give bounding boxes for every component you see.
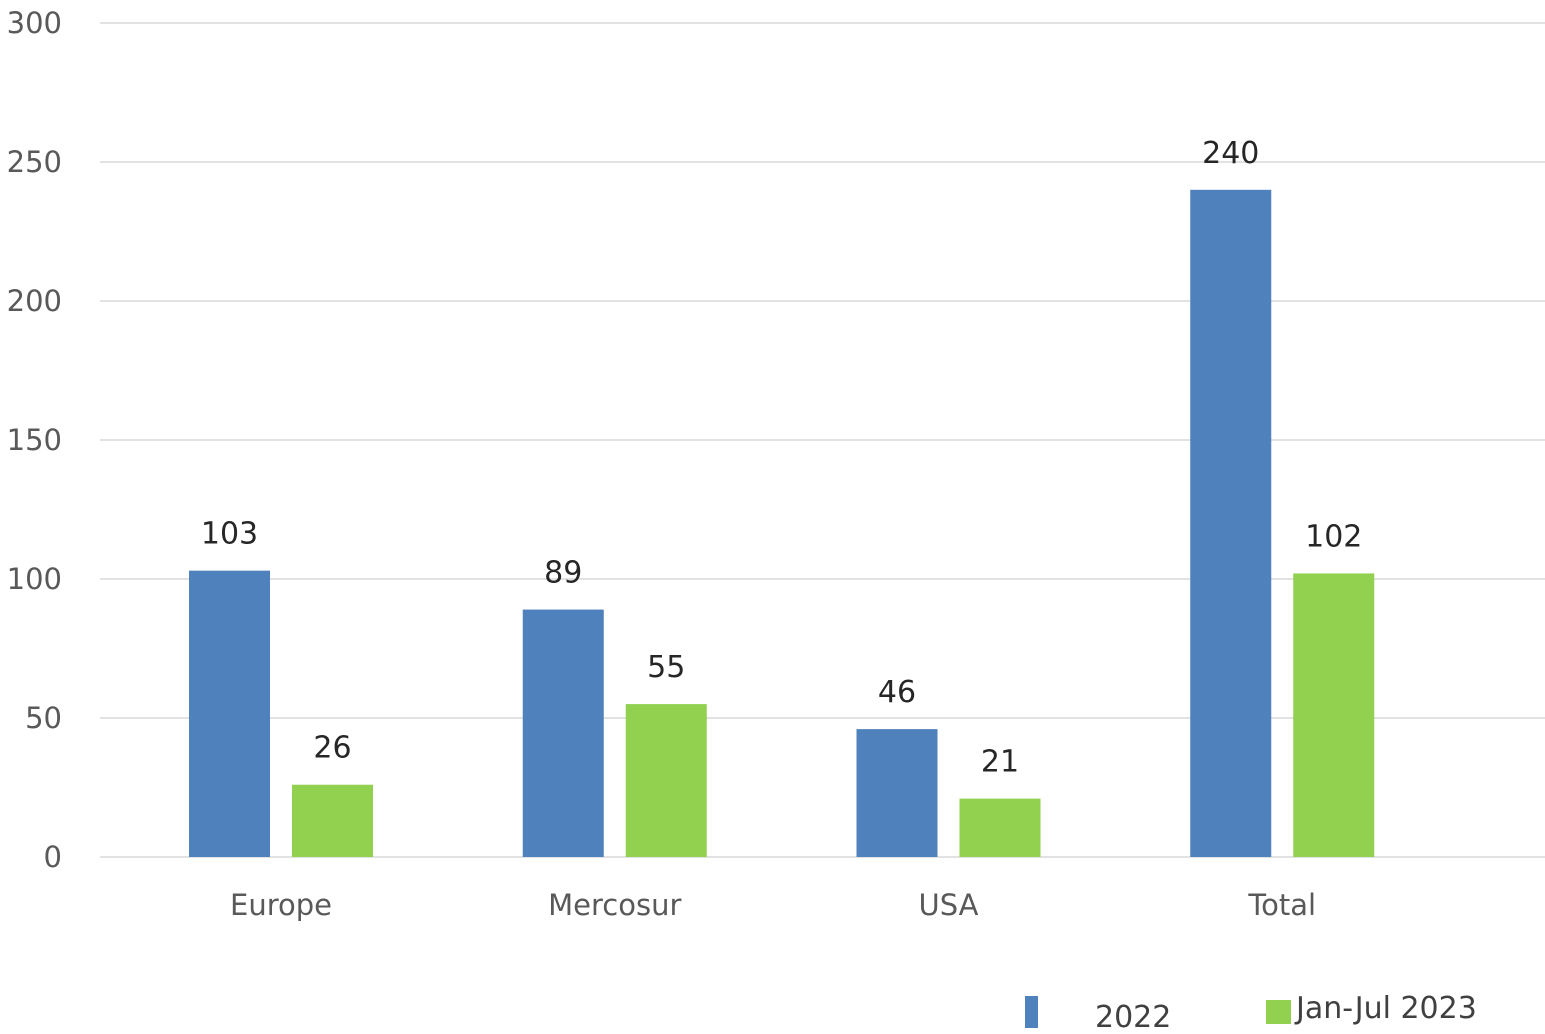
gridlines — [100, 22, 1545, 858]
x-category-label: USA — [918, 888, 978, 922]
data-label: 46 — [878, 675, 916, 710]
bar-europe-series-0 — [189, 570, 270, 857]
data-labels: 103 26 89 55 46 21 240 102 — [201, 136, 1363, 780]
y-tick-label: 250 — [7, 145, 62, 179]
x-category-label: Total — [1247, 888, 1316, 922]
y-tick-label: 0 — [44, 840, 62, 874]
legend-swatch — [1025, 996, 1038, 1028]
bar-total-series-1 — [1293, 573, 1375, 857]
data-label: 240 — [1202, 136, 1259, 171]
y-tick-label: 50 — [25, 701, 62, 735]
bar-europe-series-1 — [292, 784, 373, 857]
y-tick-label: 200 — [7, 284, 62, 318]
bar-total-series-0 — [1190, 189, 1272, 858]
bar-usa-series-0 — [856, 729, 938, 857]
bar-mercosur-series-0 — [522, 609, 604, 857]
x-category-label: Mercosur — [548, 888, 681, 922]
y-axis-tick-labels: 0 50 100 150 200 250 300 — [7, 6, 62, 874]
legend-swatch — [1266, 1000, 1291, 1024]
y-tick-label: 100 — [7, 562, 62, 596]
y-tick-label: 300 — [7, 6, 62, 40]
bar-usa-series-1 — [959, 798, 1041, 857]
data-label: 102 — [1305, 519, 1362, 554]
legend-label: 2022 — [1095, 1000, 1171, 1034]
data-label: 55 — [647, 650, 685, 685]
x-category-label: Europe — [230, 888, 332, 922]
legend-label: Jan-Jul 2023 — [1294, 991, 1477, 1026]
data-label: 89 — [544, 556, 582, 591]
bar-mercosur-series-1 — [625, 704, 707, 857]
data-label: 103 — [201, 517, 258, 552]
data-label: 26 — [313, 731, 351, 766]
data-label: 21 — [981, 745, 1019, 780]
y-tick-label: 150 — [7, 423, 62, 457]
legend: 2022 Jan-Jul 2023 — [1025, 991, 1477, 1034]
bars — [189, 189, 1375, 858]
x-axis-category-labels: Europe Mercosur USA Total — [230, 888, 1316, 922]
